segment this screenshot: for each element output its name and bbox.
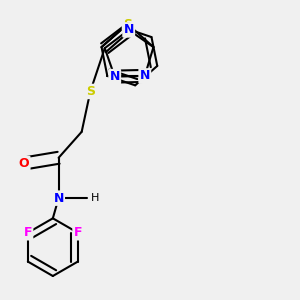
Text: F: F — [74, 226, 82, 239]
Text: N: N — [53, 192, 64, 205]
Text: S: S — [123, 17, 132, 31]
Text: S: S — [86, 85, 95, 98]
Text: N: N — [110, 70, 120, 83]
Text: O: O — [19, 157, 29, 170]
Text: N: N — [140, 69, 150, 82]
Text: F: F — [24, 226, 32, 239]
Text: H: H — [90, 193, 99, 203]
Text: N: N — [124, 23, 134, 36]
